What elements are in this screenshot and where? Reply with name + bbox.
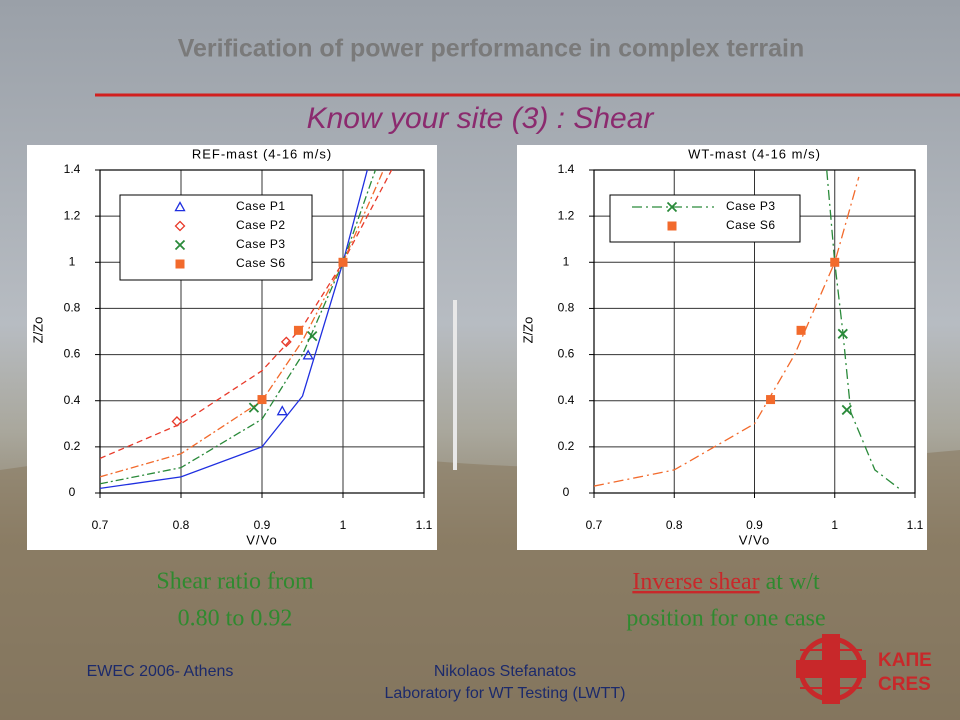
footer-lab: Laboratory for WT Testing (LWTT) — [385, 685, 626, 702]
legend-marker — [667, 221, 677, 231]
fit-curve — [594, 176, 860, 487]
point — [276, 405, 288, 416]
x-tick-label: 1.1 — [416, 518, 433, 532]
y-tick-label: 1 — [563, 254, 570, 268]
point — [248, 402, 260, 413]
x-tick-label: 0.8 — [173, 518, 190, 532]
y-tick-label: 0 — [563, 485, 570, 499]
caption: Inverse shear at w/t — [632, 569, 820, 595]
caption: position for one case — [626, 606, 825, 632]
y-tick-label: 1 — [69, 254, 76, 268]
y-tick-label: 0.6 — [64, 347, 81, 361]
plot-area — [100, 170, 393, 490]
caption-highlight: Inverse shear — [632, 569, 759, 595]
x-tick-label: 0.7 — [586, 518, 603, 532]
x-tick-label: 1 — [340, 518, 347, 532]
legend-label: Case P1 — [236, 199, 286, 213]
y-tick-label: 0.6 — [558, 347, 575, 361]
legend-marker — [174, 201, 186, 212]
point — [841, 404, 852, 416]
fit-curve — [100, 170, 393, 459]
logo-text: ΚΑΠΕ — [878, 650, 932, 671]
x-tick-label: 0.9 — [746, 518, 763, 532]
fit-curve — [826, 170, 900, 489]
slide-subtitle: Know your site (3) : Shear — [307, 102, 655, 135]
point — [293, 325, 303, 335]
y-tick-label: 1.4 — [64, 162, 81, 176]
x-axis-label: V/Vo — [246, 532, 277, 547]
y-axis-label: Z/Zo — [520, 317, 535, 344]
y-tick-label: 0.4 — [64, 393, 81, 407]
fit-curve — [100, 170, 385, 478]
footer-event: EWEC 2006- Athens — [87, 663, 234, 680]
x-tick-label: 0.9 — [254, 518, 271, 532]
plot-frame — [99, 169, 425, 494]
chart: WT-mast (4-16 m/s) V/Vo Z/Zo 0 0.2 0.4 0.6 0.8 1… — [520, 146, 923, 547]
legend-marker — [174, 239, 186, 251]
y-tick-label: 0.4 — [558, 393, 575, 407]
x-axis-label: V/Vo — [739, 532, 770, 547]
caption: at w/t — [760, 569, 820, 595]
point — [766, 395, 776, 405]
point — [257, 395, 267, 405]
fit-curve — [100, 170, 377, 485]
fit-curve — [100, 170, 368, 490]
y-tick-label: 0.2 — [64, 439, 81, 453]
y-tick-label: 1.4 — [558, 162, 575, 176]
legend-marker — [174, 220, 186, 232]
legend-box — [119, 194, 313, 281]
y-tick-label: 0.2 — [558, 439, 575, 453]
chart: REF-mast (4-16 m/s) V/Vo Z/Zo 0 0.2 0.4 0.6 0.8… — [30, 146, 432, 547]
logo-text: CRES — [878, 674, 931, 695]
y-tick-label: 0 — [69, 485, 76, 499]
logo: ΚΑΠΕ CRES — [796, 634, 932, 704]
y-axis-label: Z/Zo — [30, 317, 45, 344]
legend-label: Case P3 — [236, 237, 286, 251]
chart-title: WT-mast (4-16 m/s) — [688, 146, 821, 161]
legend-marker — [666, 201, 678, 213]
point — [302, 349, 314, 360]
y-tick-label: 1.2 — [558, 208, 575, 222]
footer-author: Nikolaos Stefanatos — [434, 663, 576, 680]
slide-title: Verification of power performance in com… — [178, 35, 805, 63]
point — [830, 257, 840, 267]
point — [338, 257, 348, 267]
point — [796, 325, 806, 335]
legend-box — [609, 194, 801, 243]
caption: 0.80 to 0.92 — [178, 606, 293, 632]
y-tick-label: 1.2 — [64, 208, 81, 222]
x-tick-label: 1.1 — [907, 518, 924, 532]
point — [171, 416, 183, 427]
legend-label: Case S6 — [236, 256, 286, 270]
chart-title: REF-mast (4-16 m/s) — [192, 146, 332, 161]
plot-area — [594, 170, 900, 489]
legend-label: Case S6 — [726, 218, 776, 232]
y-tick-label: 0.8 — [64, 301, 81, 315]
x-tick-label: 0.8 — [666, 518, 683, 532]
x-tick-label: 1 — [831, 518, 838, 532]
legend-label: Case P3 — [726, 199, 776, 213]
plot-frame — [593, 169, 916, 494]
caption: Shear ratio from — [156, 569, 314, 595]
legend-label: Case P2 — [236, 218, 286, 232]
point — [837, 328, 848, 339]
legend-marker — [175, 259, 185, 269]
point — [307, 330, 318, 342]
x-tick-label: 0.7 — [92, 518, 109, 532]
y-tick-label: 0.8 — [558, 301, 575, 315]
point — [280, 336, 292, 348]
